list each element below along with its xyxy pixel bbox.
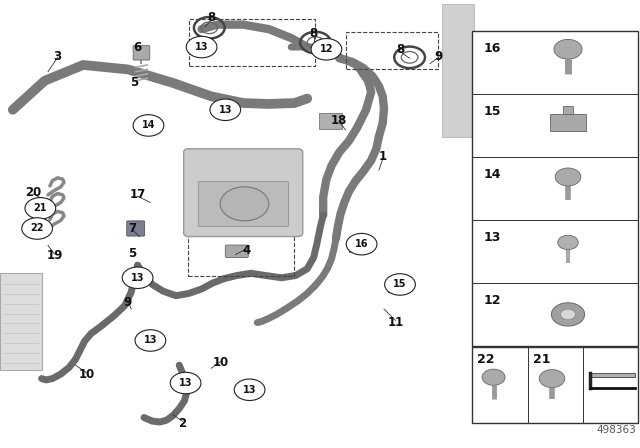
Circle shape xyxy=(210,99,241,121)
FancyBboxPatch shape xyxy=(225,245,248,258)
Circle shape xyxy=(540,370,564,388)
FancyBboxPatch shape xyxy=(133,46,150,60)
Text: 5: 5 xyxy=(131,76,138,90)
Text: 21: 21 xyxy=(33,203,47,213)
Text: 4: 4 xyxy=(243,244,250,258)
Circle shape xyxy=(346,233,377,255)
Text: 8: 8 xyxy=(310,27,317,40)
FancyBboxPatch shape xyxy=(442,4,474,137)
Text: 18: 18 xyxy=(331,114,348,128)
Text: 12: 12 xyxy=(319,44,333,54)
Text: 13: 13 xyxy=(179,378,193,388)
Text: 22: 22 xyxy=(477,353,495,366)
FancyBboxPatch shape xyxy=(127,221,145,236)
Text: 12: 12 xyxy=(484,294,501,307)
Circle shape xyxy=(186,36,217,58)
Circle shape xyxy=(170,372,201,394)
Text: 5: 5 xyxy=(129,246,136,260)
Text: 11: 11 xyxy=(387,316,404,329)
Text: 3: 3 xyxy=(54,49,61,63)
FancyBboxPatch shape xyxy=(472,31,638,346)
Text: 10: 10 xyxy=(78,367,95,381)
Text: 17: 17 xyxy=(129,188,146,202)
Text: 19: 19 xyxy=(46,249,63,262)
FancyBboxPatch shape xyxy=(550,114,586,131)
Text: 13: 13 xyxy=(243,385,257,395)
Text: 2: 2 xyxy=(179,417,186,430)
Circle shape xyxy=(311,39,342,60)
Circle shape xyxy=(220,187,269,221)
Text: 9: 9 xyxy=(435,49,442,63)
Text: 16: 16 xyxy=(484,43,501,56)
FancyBboxPatch shape xyxy=(472,347,638,423)
Text: 10: 10 xyxy=(212,356,229,370)
Circle shape xyxy=(552,303,585,326)
FancyBboxPatch shape xyxy=(563,106,573,114)
Text: 498363: 498363 xyxy=(596,426,636,435)
Text: 8: 8 xyxy=(207,11,215,25)
Polygon shape xyxy=(590,373,635,377)
Text: 13: 13 xyxy=(195,42,209,52)
Text: 14: 14 xyxy=(141,121,156,130)
FancyBboxPatch shape xyxy=(319,113,342,129)
Text: 6: 6 xyxy=(134,40,141,54)
Circle shape xyxy=(122,267,153,289)
Circle shape xyxy=(561,309,575,320)
Text: 13: 13 xyxy=(218,105,232,115)
FancyBboxPatch shape xyxy=(198,181,288,226)
Text: 22: 22 xyxy=(30,224,44,233)
Text: 13: 13 xyxy=(484,231,501,244)
Text: 13: 13 xyxy=(143,336,157,345)
Circle shape xyxy=(25,198,56,219)
Circle shape xyxy=(22,218,52,239)
Circle shape xyxy=(556,168,581,186)
FancyBboxPatch shape xyxy=(349,237,371,252)
Circle shape xyxy=(554,39,582,59)
Circle shape xyxy=(385,274,415,295)
Circle shape xyxy=(133,115,164,136)
Text: 15: 15 xyxy=(484,105,501,118)
Text: 16: 16 xyxy=(355,239,369,249)
Circle shape xyxy=(135,330,166,351)
Circle shape xyxy=(558,235,579,250)
Text: 13: 13 xyxy=(131,273,145,283)
Text: 20: 20 xyxy=(25,186,42,199)
Text: 14: 14 xyxy=(484,168,501,181)
Text: 1: 1 xyxy=(379,150,387,164)
Text: 9: 9 xyxy=(124,296,132,309)
Circle shape xyxy=(482,369,505,385)
Circle shape xyxy=(234,379,265,401)
FancyBboxPatch shape xyxy=(184,149,303,237)
Text: 15: 15 xyxy=(393,280,407,289)
FancyBboxPatch shape xyxy=(388,278,408,292)
FancyBboxPatch shape xyxy=(0,273,42,370)
Text: 7: 7 xyxy=(129,222,136,235)
Text: 21: 21 xyxy=(532,353,550,366)
Text: 8: 8 xyxy=(396,43,404,56)
